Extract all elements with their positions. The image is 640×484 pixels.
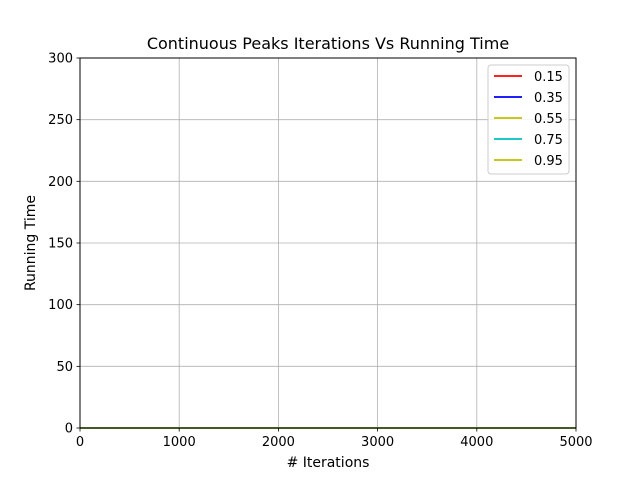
- y-tick-label: 150: [48, 237, 73, 252]
- y-axis-label: Running Time: [23, 195, 39, 291]
- x-tick-label: 0: [76, 435, 84, 450]
- x-tick-label: 4000: [460, 435, 493, 450]
- y-tick-label: 100: [48, 298, 73, 313]
- chart-title: Continuous Peaks Iterations Vs Running T…: [147, 34, 509, 53]
- y-tick-label: 50: [56, 360, 73, 375]
- x-tick-label: 2000: [262, 435, 295, 450]
- x-tick-label: 5000: [559, 435, 592, 450]
- legend-box: [487, 64, 570, 175]
- legend-label: 0.15: [534, 70, 563, 85]
- legend-label: 0.95: [534, 154, 563, 169]
- x-tick-label: 3000: [361, 435, 394, 450]
- x-axis: 0 1000 2000 3000 4000 5000: [76, 428, 593, 450]
- x-axis-label: # Iterations: [287, 455, 370, 471]
- x-tick-label: 1000: [163, 435, 196, 450]
- y-tick-label: 300: [48, 52, 73, 67]
- y-tick-label: 0: [65, 422, 73, 437]
- legend: 0.15 0.35 0.55 0.75 0.95: [487, 64, 570, 175]
- legend-label: 0.75: [534, 133, 563, 148]
- y-axis: 0 50 100 150 200 250 300: [48, 52, 80, 437]
- legend-label: 0.35: [534, 91, 563, 106]
- y-tick-label: 200: [48, 175, 73, 190]
- legend-label: 0.55: [534, 112, 563, 127]
- y-tick-label: 250: [48, 113, 73, 128]
